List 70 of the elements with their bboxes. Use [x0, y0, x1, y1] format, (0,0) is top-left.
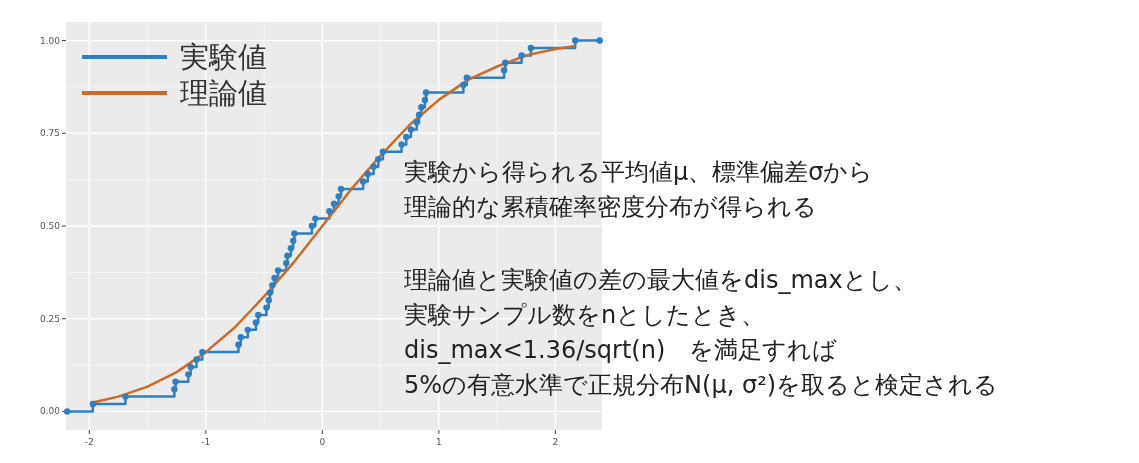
point	[290, 237, 297, 245]
point	[312, 215, 319, 222]
point	[263, 304, 270, 311]
point	[421, 96, 429, 104]
point	[235, 341, 242, 348]
y-tick-label: 1.00	[39, 35, 61, 46]
point	[63, 408, 71, 415]
point	[89, 400, 96, 408]
point	[407, 126, 415, 133]
annotation: 実験サンプル数をnとしたとき、	[404, 301, 766, 329]
point	[237, 334, 244, 341]
annotation: 理論的な累積確率密度分布が得られる	[404, 193, 817, 221]
point	[415, 111, 423, 118]
x-tick-label: -2	[84, 437, 94, 447]
annotation: 実験から得られる平均値μ、標準偏差σから	[404, 158, 874, 186]
point	[265, 296, 272, 304]
point	[193, 356, 200, 363]
legend-label: 理論値	[180, 76, 267, 110]
point	[252, 319, 260, 326]
point	[572, 37, 579, 44]
point	[403, 133, 410, 141]
point	[527, 44, 535, 52]
point	[337, 185, 345, 193]
point	[291, 230, 298, 237]
x-tick-label: 1	[436, 437, 442, 447]
point	[502, 59, 509, 66]
point	[244, 326, 251, 334]
point	[308, 222, 316, 230]
point	[379, 148, 387, 156]
x-tick-label: 2	[552, 437, 559, 447]
point	[326, 207, 333, 215]
point	[269, 282, 276, 289]
point	[199, 348, 206, 356]
y-tick-label: 0.50	[39, 221, 61, 231]
annotation: 理論値と実験値の差の最大値をdis_maxとし、	[404, 266, 917, 294]
x-tick-label: -1	[201, 437, 211, 447]
legend-label: 実験値	[180, 40, 267, 74]
point	[500, 67, 508, 74]
y-tick-label: 0.00	[39, 406, 61, 417]
point	[418, 104, 425, 111]
point	[171, 386, 178, 393]
point	[413, 118, 420, 126]
point	[364, 170, 371, 178]
annotation: 5%の有意水準で正規分布N(μ, σ²)を取ると検定される	[404, 371, 999, 399]
y-tick-label: 0.25	[39, 313, 60, 324]
point	[463, 74, 471, 81]
point	[398, 141, 405, 148]
point	[460, 81, 467, 89]
point	[172, 378, 179, 385]
point	[187, 363, 194, 371]
point	[287, 245, 295, 252]
y-tick-label: 0.75	[39, 128, 60, 139]
point	[271, 274, 278, 282]
point	[518, 52, 525, 59]
point	[422, 89, 430, 96]
point	[370, 163, 377, 170]
point	[330, 200, 338, 207]
point	[122, 393, 129, 400]
point	[359, 178, 367, 185]
point	[335, 193, 342, 200]
point	[185, 371, 192, 378]
point	[266, 289, 274, 296]
point	[596, 37, 603, 44]
annotation: dis_max<1.36/sqrt(n) を満足すれば	[404, 336, 838, 364]
point	[274, 267, 282, 274]
point	[255, 311, 262, 319]
point	[284, 252, 291, 259]
point	[375, 156, 382, 163]
x-tick-label: 0	[319, 437, 326, 447]
point	[283, 259, 290, 267]
